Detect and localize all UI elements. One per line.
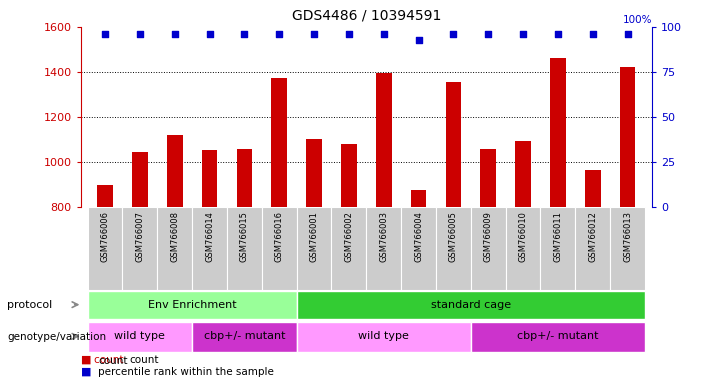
Text: GSM766008: GSM766008: [170, 212, 179, 263]
Bar: [97, 185, 113, 207]
Point: [204, 31, 215, 37]
Point: [343, 31, 355, 37]
Point: [517, 31, 529, 37]
Bar: [88, 322, 192, 352]
Text: GSM766011: GSM766011: [553, 212, 562, 262]
Bar: [610, 207, 645, 290]
Bar: [341, 144, 357, 207]
Text: GSM766003: GSM766003: [379, 212, 388, 263]
Bar: [88, 291, 297, 319]
Text: GSM766004: GSM766004: [414, 212, 423, 262]
Bar: [436, 207, 471, 290]
Bar: [297, 291, 645, 319]
Point: [100, 31, 111, 37]
Text: cbp+/- mutant: cbp+/- mutant: [517, 331, 599, 341]
Text: ■ count: ■ count: [81, 355, 123, 365]
Point: [239, 31, 250, 37]
Bar: [192, 322, 297, 352]
Bar: [202, 150, 217, 207]
Bar: [505, 207, 540, 290]
Bar: [261, 207, 297, 290]
Point: [378, 31, 389, 37]
Text: ■: ■: [81, 366, 91, 376]
Bar: [227, 207, 261, 290]
Bar: [167, 135, 182, 207]
Point: [622, 31, 633, 37]
Bar: [446, 82, 461, 207]
Bar: [576, 207, 610, 290]
Text: percentile rank within the sample: percentile rank within the sample: [98, 367, 274, 377]
Point: [134, 31, 145, 37]
Point: [169, 31, 180, 37]
Bar: [376, 73, 392, 207]
Text: GSM766009: GSM766009: [484, 212, 493, 262]
Bar: [88, 207, 123, 290]
Bar: [132, 152, 148, 207]
Text: GSM766002: GSM766002: [344, 212, 353, 262]
Text: ■: ■: [81, 355, 91, 365]
Point: [413, 37, 424, 43]
Text: GSM766001: GSM766001: [310, 212, 318, 262]
Bar: [480, 149, 496, 207]
Bar: [367, 207, 401, 290]
Text: Env Enrichment: Env Enrichment: [148, 300, 236, 310]
Title: GDS4486 / 10394591: GDS4486 / 10394591: [292, 9, 441, 23]
Point: [448, 31, 459, 37]
Text: count: count: [130, 355, 159, 365]
Text: wild type: wild type: [358, 331, 409, 341]
Point: [552, 31, 564, 37]
Bar: [550, 58, 566, 207]
Text: genotype/variation: genotype/variation: [7, 332, 106, 342]
Point: [273, 31, 285, 37]
Text: count: count: [98, 356, 128, 366]
Text: protocol: protocol: [7, 300, 53, 310]
Text: GSM766016: GSM766016: [275, 212, 284, 263]
Text: GSM766012: GSM766012: [588, 212, 597, 262]
Point: [482, 31, 494, 37]
Bar: [585, 170, 601, 207]
Bar: [471, 207, 505, 290]
Bar: [471, 322, 645, 352]
Bar: [620, 68, 635, 207]
Bar: [306, 139, 322, 207]
Bar: [540, 207, 576, 290]
Bar: [332, 207, 367, 290]
Point: [587, 31, 599, 37]
Bar: [411, 190, 426, 207]
Point: [308, 31, 320, 37]
Text: GSM766010: GSM766010: [519, 212, 528, 262]
Text: GSM766005: GSM766005: [449, 212, 458, 262]
Bar: [236, 149, 252, 207]
Bar: [271, 78, 287, 207]
Text: GSM766014: GSM766014: [205, 212, 214, 262]
Text: GSM766007: GSM766007: [135, 212, 144, 263]
Text: standard cage: standard cage: [430, 300, 511, 310]
Text: GSM766015: GSM766015: [240, 212, 249, 262]
Text: GSM766013: GSM766013: [623, 212, 632, 263]
Bar: [157, 207, 192, 290]
Bar: [515, 141, 531, 207]
Text: GSM766006: GSM766006: [100, 212, 109, 263]
Text: wild type: wild type: [114, 331, 165, 341]
Bar: [401, 207, 436, 290]
Text: 100%: 100%: [622, 15, 652, 25]
Bar: [123, 207, 157, 290]
Text: cbp+/- mutant: cbp+/- mutant: [203, 331, 285, 341]
Bar: [297, 322, 471, 352]
Bar: [192, 207, 227, 290]
Bar: [297, 207, 332, 290]
